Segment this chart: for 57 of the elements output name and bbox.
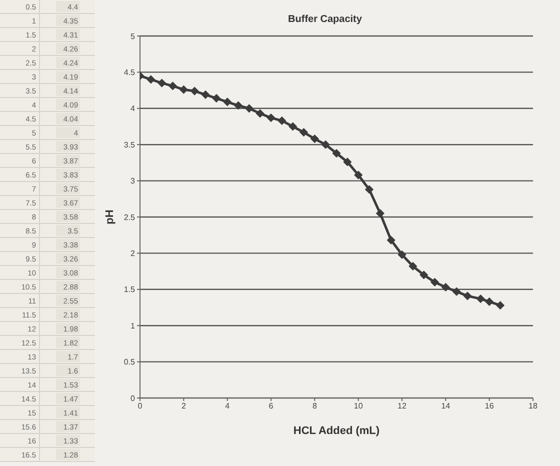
- x-tick-label: 0: [138, 402, 143, 411]
- point: [420, 270, 428, 280]
- y-tick-label: 1.5: [124, 285, 136, 294]
- x-tick-label: 8: [312, 402, 318, 411]
- point: [365, 185, 374, 194]
- y-tick-label: 3: [130, 176, 136, 186]
- point: [398, 250, 406, 259]
- point: [256, 109, 264, 118]
- point: [321, 140, 330, 149]
- point: [408, 262, 418, 270]
- point: [496, 301, 504, 310]
- point: [158, 78, 166, 88]
- x-tick-label: 12: [398, 402, 407, 411]
- y-tick-label: 4.5: [124, 68, 136, 78]
- y-tick-label: 0.5: [124, 358, 136, 367]
- y-tick-label: 5: [130, 32, 136, 41]
- point: [310, 134, 319, 143]
- y-tick-label: 2.5: [124, 212, 136, 222]
- point: [354, 170, 362, 180]
- y-tick-label: 2: [130, 249, 136, 258]
- point: [234, 101, 242, 110]
- y-tick-label: 0: [130, 394, 136, 403]
- point: [463, 292, 472, 300]
- x-tick-label: 10: [354, 402, 364, 411]
- point: [245, 104, 254, 112]
- y-tick-label: 3.5: [124, 140, 136, 150]
- point: [430, 278, 439, 286]
- x-tick-label: 14: [441, 402, 451, 411]
- x-tick-label: 6: [268, 402, 274, 411]
- point: [223, 98, 232, 106]
- y-tick-label: 1: [130, 321, 136, 330]
- point: [190, 86, 199, 96]
- x-tick-label: 4: [225, 402, 230, 411]
- point: [476, 294, 485, 303]
- point: [146, 75, 156, 84]
- point: [485, 298, 494, 306]
- point: [332, 149, 341, 158]
- point: [386, 236, 396, 244]
- y-axis-title: pH: [104, 210, 116, 224]
- point: [343, 158, 352, 166]
- point: [168, 82, 177, 90]
- point: [212, 94, 221, 102]
- y-tick-label: 4: [130, 104, 136, 114]
- point: [266, 114, 276, 122]
- point: [201, 90, 210, 99]
- point: [376, 209, 384, 218]
- point: [300, 128, 308, 136]
- point: [442, 283, 450, 292]
- point: [452, 287, 461, 296]
- x-tick-label: 16: [484, 402, 494, 411]
- point: [180, 85, 188, 94]
- x-tick-label: 18: [528, 402, 538, 411]
- x-tick-label: 2: [181, 402, 186, 411]
- chart-title: Buffer Capacity: [287, 14, 363, 25]
- point: [278, 116, 286, 125]
- x-axis-title: HCL Added (mL): [293, 425, 380, 437]
- point: [288, 122, 297, 131]
